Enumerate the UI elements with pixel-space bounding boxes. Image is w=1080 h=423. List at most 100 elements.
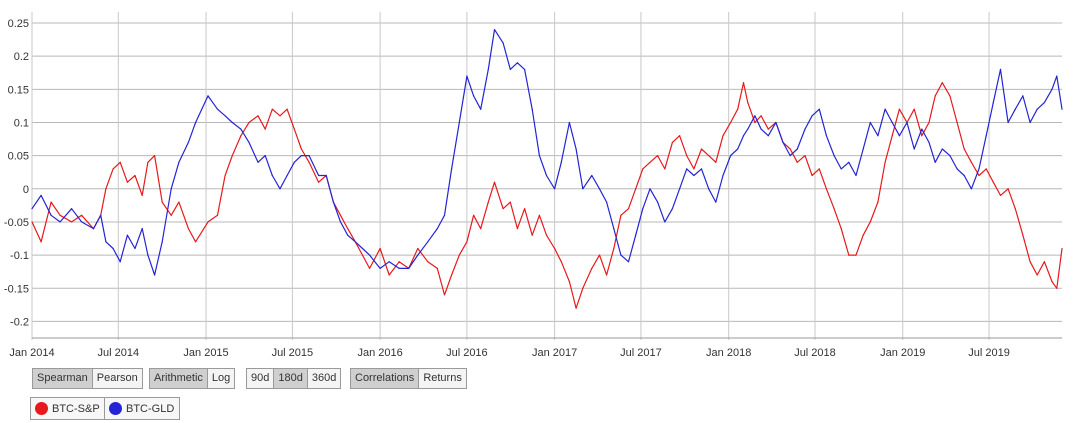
data-point (818, 108, 820, 110)
data-point (100, 214, 102, 216)
data-point (451, 274, 453, 276)
data-point (627, 208, 630, 210)
data-point (112, 168, 114, 170)
data-point (657, 201, 659, 203)
data-point (921, 128, 923, 130)
data-point (286, 108, 288, 110)
data-point (598, 254, 601, 256)
data-point (141, 228, 143, 230)
data-point (325, 174, 327, 177)
y-axis-ticks: 0.25 0.2 0.15 0.1 0.05 0 -0.05 -0.1 -0.15 -0.2 (4, 18, 29, 328)
data-point (286, 174, 288, 177)
data-point (840, 228, 842, 230)
data-point (178, 201, 180, 203)
data-point (970, 161, 973, 163)
y-tick-label: 0.05 (8, 151, 29, 163)
data-point (339, 214, 342, 216)
data-point (31, 221, 33, 223)
data-point (195, 241, 197, 243)
data-point (524, 208, 526, 210)
x-tick-label: Jan 2017 (532, 347, 577, 359)
data-point (240, 135, 242, 137)
data-point (742, 82, 745, 84)
data-point (224, 115, 226, 117)
data-point (928, 121, 930, 124)
x-tick-label: Jan 2015 (183, 347, 228, 359)
data-point (480, 108, 482, 110)
data-point (722, 174, 724, 177)
data-point (339, 221, 342, 223)
data-point (207, 221, 209, 223)
window-90d-button[interactable]: 90d (247, 369, 275, 388)
data-point (361, 247, 364, 250)
data-point (956, 121, 958, 124)
data-point (891, 135, 893, 137)
data-point (308, 161, 310, 163)
data-point (613, 228, 615, 230)
data-point (379, 267, 381, 269)
pearson-button[interactable]: Pearson (96, 372, 138, 384)
x-tick-label: Jul 2017 (620, 347, 662, 359)
data-point (502, 208, 504, 210)
data-point (582, 287, 584, 289)
data-point (516, 62, 519, 64)
data-point (941, 148, 943, 150)
data-point (473, 214, 475, 216)
data-point (833, 155, 835, 157)
data-point (347, 228, 349, 230)
spearman-button[interactable]: Spearman (33, 369, 93, 388)
data-point (804, 155, 806, 157)
legend-item-btc-sp[interactable]: BTC-S&P (30, 397, 106, 420)
correlations-button[interactable]: Correlations (351, 369, 420, 388)
data-point (195, 121, 197, 124)
data-point (560, 261, 562, 263)
x-tick-label: Jan 2016 (357, 347, 402, 359)
data-point (332, 201, 334, 203)
log-button[interactable]: Log (211, 372, 231, 384)
data-point (722, 135, 724, 137)
data-point (224, 174, 226, 177)
data-point (443, 214, 446, 216)
data-point (318, 174, 320, 177)
x-tick-label: Jul 2015 (272, 347, 314, 359)
data-point (934, 161, 936, 163)
y-tick-label: 0.15 (8, 84, 29, 96)
data-point (582, 188, 584, 190)
data-point (635, 234, 637, 236)
returns-button[interactable]: Returns (423, 372, 462, 384)
window-toggle: 90d 180d 360d (246, 368, 342, 389)
data-point (531, 234, 533, 236)
window-180d-button[interactable]: 180d (274, 369, 308, 388)
data-point (575, 148, 577, 150)
data-point (840, 168, 842, 170)
data-point (796, 161, 798, 163)
data-point (862, 234, 864, 236)
arithmetic-button[interactable]: Arithmetic (150, 369, 208, 388)
data-point (154, 155, 156, 157)
data-point (789, 148, 791, 150)
data-point (985, 168, 987, 170)
data-point (388, 261, 390, 263)
data-point (248, 121, 250, 124)
data-point (898, 135, 901, 137)
legend-item-btc-gld[interactable]: BTC-GLD (104, 397, 181, 420)
data-point (554, 247, 556, 250)
data-point (147, 161, 149, 163)
data-point (1051, 281, 1053, 283)
data-point (782, 141, 784, 143)
data-point (293, 128, 295, 130)
data-point (216, 108, 219, 110)
data-point (293, 161, 295, 163)
window-360d-button[interactable]: 360d (311, 372, 337, 384)
data-point (240, 128, 242, 130)
plot-background (0, 0, 1080, 365)
data-point (934, 95, 936, 97)
data-point (417, 254, 419, 256)
data-point (473, 95, 475, 97)
data-point (271, 174, 273, 177)
y-tick-label: -0.15 (4, 283, 29, 295)
data-point (388, 274, 390, 276)
data-point (379, 247, 381, 250)
y-tick-label: -0.05 (4, 217, 29, 229)
data-point (1043, 261, 1045, 263)
